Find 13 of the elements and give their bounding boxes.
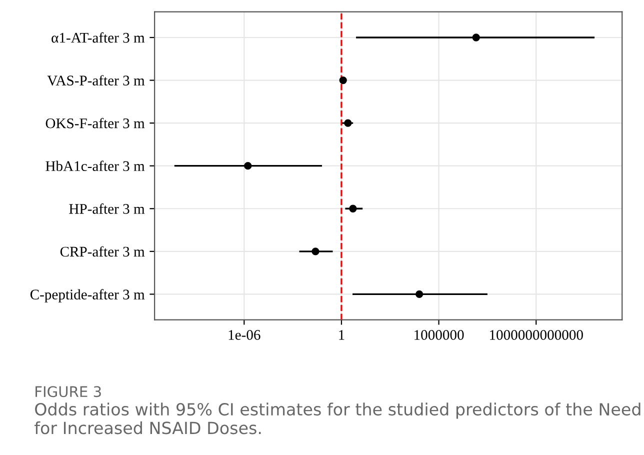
y-tick-label: CRP-after 3 m — [60, 246, 145, 257]
x-tick-label: 1 — [339, 330, 344, 340]
text: Odds ratios with 95% CI estimates for the studied predictors of the Need for Increased NSAID Doses. — [34, 402, 640, 434]
y-tick-label: VAS-P-after 3 m — [47, 75, 145, 86]
y-tick-label: C-peptide-after 3 m — [30, 289, 145, 302]
x-tick-label: 1e-06 — [228, 330, 260, 340]
x-tick-label: 1000000000000 — [490, 330, 583, 340]
y-tick-label: α1-AT-after 3 m — [52, 32, 145, 43]
x-tick-label: 1000000 — [414, 330, 464, 340]
caption: FIGURE 3 — [36, 386, 101, 398]
y-tick-label: OKS-F-after 3 m — [46, 118, 145, 128]
y-tick-label: HbA1c-after 3 m — [46, 160, 145, 172]
y-tick-label: HP-after 3 m — [69, 203, 145, 214]
